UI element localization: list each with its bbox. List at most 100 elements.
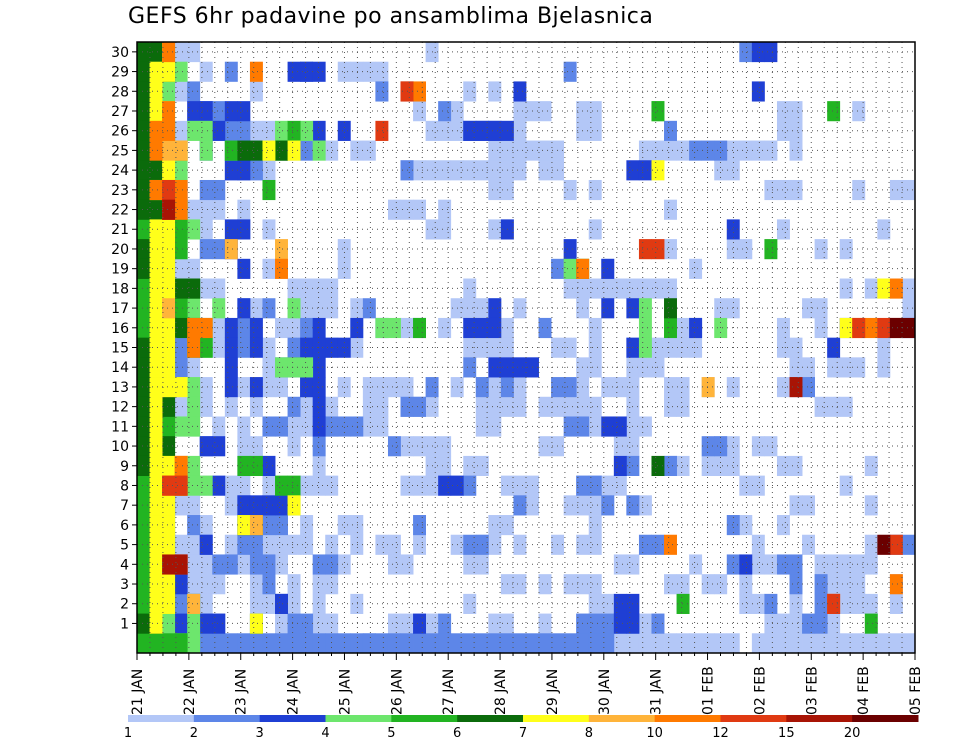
heatmap-cell xyxy=(212,554,226,575)
heatmap-cell xyxy=(224,534,238,555)
heatmap-cell xyxy=(224,160,238,181)
legend-swatch xyxy=(259,715,326,722)
heatmap-cell xyxy=(199,613,213,634)
heatmap-cell xyxy=(149,199,163,220)
heatmap-cell xyxy=(789,574,803,595)
heatmap-cell xyxy=(726,160,740,181)
heatmap-cell xyxy=(262,120,276,141)
heatmap-cell xyxy=(877,317,891,339)
heatmap-cell xyxy=(400,554,414,575)
heatmap-cell xyxy=(513,298,527,319)
heatmap-cell xyxy=(199,337,213,358)
heatmap-cell xyxy=(739,515,753,536)
heatmap-cell xyxy=(187,120,201,141)
legend-label: 5 xyxy=(387,726,395,741)
heatmap-cell xyxy=(889,278,903,299)
heatmap-cell xyxy=(638,495,652,516)
heatmap-cell xyxy=(802,534,816,555)
heatmap-cell xyxy=(300,633,314,654)
heatmap-cell xyxy=(137,455,150,477)
heatmap-cell xyxy=(739,239,753,260)
heatmap-cell xyxy=(149,179,163,201)
heatmap-cell xyxy=(676,633,690,654)
heatmap-cell xyxy=(350,298,364,319)
heatmap-cell xyxy=(287,495,301,516)
heatmap-cell xyxy=(187,278,201,299)
heatmap-cell xyxy=(413,160,427,181)
heatmap-cell xyxy=(513,357,527,378)
heatmap-cell xyxy=(689,258,703,279)
heatmap-cell xyxy=(463,475,477,496)
heatmap-cell xyxy=(438,633,452,654)
heatmap-cell xyxy=(162,179,176,201)
heatmap-cell xyxy=(387,436,401,457)
heatmap-cell xyxy=(187,554,201,575)
heatmap-cell xyxy=(638,278,652,299)
heatmap-cell xyxy=(312,357,326,378)
heatmap-cell xyxy=(827,396,841,417)
heatmap-cell xyxy=(676,377,690,398)
heatmap-cell xyxy=(689,317,703,339)
heatmap-cell xyxy=(751,42,765,63)
heatmap-cell xyxy=(137,515,150,536)
heatmap-cell xyxy=(563,495,577,516)
heatmap-cell xyxy=(776,613,790,634)
heatmap-cell xyxy=(262,633,276,654)
heatmap-cell xyxy=(375,317,389,339)
heatmap-cell xyxy=(174,239,188,260)
heatmap-cell xyxy=(249,298,263,319)
heatmap-cell xyxy=(312,416,326,437)
heatmap-cell xyxy=(287,574,301,595)
heatmap-cell xyxy=(162,534,176,555)
heatmap-cell xyxy=(362,377,376,398)
heatmap-cell xyxy=(613,377,627,398)
heatmap-cell xyxy=(387,199,401,220)
heatmap-cell xyxy=(174,258,188,279)
heatmap-cell xyxy=(137,357,150,378)
heatmap-cell xyxy=(212,475,226,496)
heatmap-cell xyxy=(814,298,828,319)
heatmap-cell xyxy=(563,396,577,417)
heatmap-cell xyxy=(651,633,665,654)
heatmap-cell xyxy=(889,179,903,201)
heatmap-cell xyxy=(701,633,715,654)
heatmap-cell xyxy=(162,455,176,477)
heatmap-cell xyxy=(676,140,690,161)
heatmap-cell xyxy=(249,495,263,516)
heatmap-cell xyxy=(839,593,853,614)
heatmap-cell xyxy=(789,179,803,201)
heatmap-cell xyxy=(500,633,514,654)
heatmap-cell xyxy=(350,140,364,161)
heatmap-cell xyxy=(413,613,427,634)
heatmap-cell xyxy=(463,81,477,102)
heatmap-cell xyxy=(237,455,251,477)
heatmap-cell xyxy=(337,554,351,575)
legend-label: 12 xyxy=(712,726,729,741)
heatmap-cell xyxy=(889,317,903,339)
heatmap-cell xyxy=(664,199,677,220)
heatmap-cell xyxy=(312,377,326,398)
heatmap-cell xyxy=(149,633,163,654)
heatmap-cell xyxy=(827,574,841,595)
heatmap-cell xyxy=(789,101,803,122)
heatmap-cell xyxy=(488,515,502,536)
heatmap-cell xyxy=(237,120,251,141)
heatmap-cell xyxy=(287,317,301,339)
heatmap-cell xyxy=(488,416,502,437)
heatmap-cell xyxy=(137,258,150,279)
heatmap-cell xyxy=(538,436,552,457)
heatmap-cell xyxy=(312,593,326,614)
heatmap-cell xyxy=(149,160,163,181)
heatmap-cell xyxy=(224,495,238,516)
heatmap-cell xyxy=(137,337,150,358)
heatmap-cell xyxy=(237,199,251,220)
heatmap-cell xyxy=(337,258,351,279)
heatmap-cell xyxy=(287,534,301,555)
y-tick-label: 17 xyxy=(111,301,129,317)
heatmap-cell xyxy=(463,633,477,654)
heatmap-cell xyxy=(438,613,452,634)
heatmap-cell xyxy=(137,574,150,595)
heatmap-cell xyxy=(839,633,853,654)
heatmap-cell xyxy=(877,219,891,240)
heatmap-cell xyxy=(852,633,866,654)
